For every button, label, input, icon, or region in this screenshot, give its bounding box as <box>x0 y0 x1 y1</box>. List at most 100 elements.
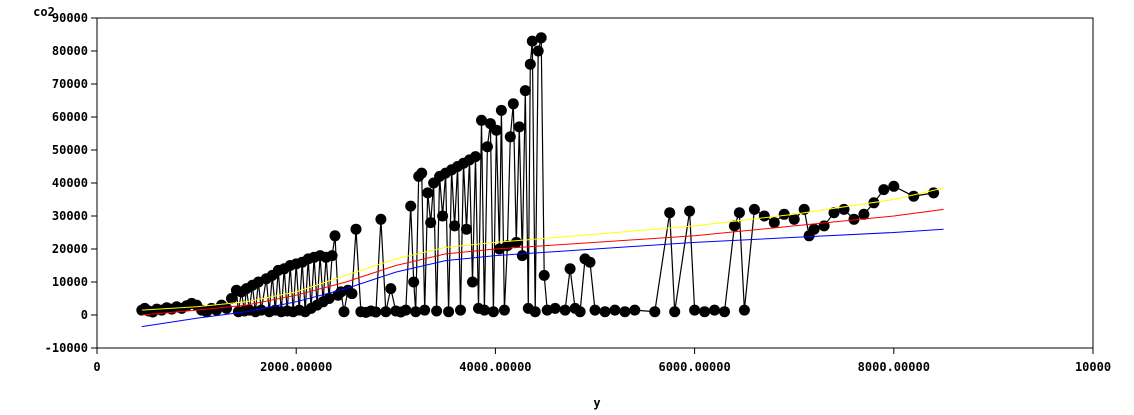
data-point <box>733 207 745 219</box>
data-point <box>664 207 676 219</box>
plot-frame <box>96 17 1094 349</box>
data-point <box>221 302 232 314</box>
series-layer <box>136 32 944 328</box>
fit-line-0000ff <box>141 228 944 328</box>
data-point <box>519 85 531 97</box>
data-point <box>878 184 890 196</box>
x-axis-label: y <box>593 396 600 410</box>
data-point <box>449 220 461 232</box>
data-point <box>431 305 443 317</box>
data-point <box>507 98 519 110</box>
x-tick-label: 8000.00000 <box>858 360 930 374</box>
data-point <box>455 304 466 316</box>
x-tick-label: 4000.00000 <box>459 360 531 374</box>
data-point <box>828 207 840 219</box>
data-point <box>738 304 750 316</box>
data-point <box>385 283 397 295</box>
data-point <box>323 293 335 304</box>
data-point <box>380 306 392 318</box>
data-point <box>419 304 431 316</box>
data-point <box>684 205 696 217</box>
data-point <box>549 302 561 314</box>
data-point <box>538 269 550 281</box>
data-point <box>788 213 800 225</box>
data-point <box>838 203 850 215</box>
data-point <box>405 200 417 212</box>
data-point <box>226 293 237 304</box>
data-point <box>689 304 701 316</box>
data-point <box>709 304 720 316</box>
data-point <box>748 203 760 215</box>
data-point <box>619 306 631 318</box>
y-tick-label: 90000 <box>52 11 88 25</box>
data-point <box>778 208 790 220</box>
data-point <box>329 230 341 242</box>
data-point <box>410 306 422 318</box>
data-point <box>498 304 510 316</box>
data-point <box>400 304 412 316</box>
data-point <box>589 304 601 316</box>
data-point <box>758 210 770 222</box>
x-tick-label: 2000.00000 <box>260 360 332 374</box>
data-point <box>808 223 820 235</box>
data-point <box>699 306 711 318</box>
y-tick-label: 20000 <box>52 242 88 256</box>
y-tick-label: 30000 <box>52 209 88 223</box>
y-tick-label: 10000 <box>52 275 88 289</box>
data-point <box>346 288 358 300</box>
data-point <box>476 114 487 126</box>
data-point <box>858 208 870 220</box>
data-point <box>338 306 350 318</box>
x-tick-label: 0 <box>93 360 100 374</box>
data-point <box>461 223 472 235</box>
x-tick-label: 6000.00000 <box>658 360 730 374</box>
data-point <box>609 304 621 316</box>
data-point <box>326 250 338 262</box>
data-point <box>504 131 516 143</box>
data-point <box>526 35 538 47</box>
data-point <box>510 236 522 248</box>
x-axis: 0 2000.00000 4000.00000 6000.00000 8000.0000… <box>93 348 1111 374</box>
y-tick-label: -10000 <box>45 341 88 355</box>
data-point <box>529 306 541 318</box>
data-point <box>532 45 544 57</box>
data-series-line <box>141 37 934 314</box>
data-point <box>574 306 586 318</box>
x-tick-label: 10000 <box>1075 360 1111 374</box>
fit-line-ff0000 <box>141 208 944 316</box>
data-point <box>848 213 860 225</box>
plot-border <box>96 17 1094 349</box>
data-point <box>524 58 536 70</box>
y-axis: -10000 0 10000 20000 30000 40000 50000 60000 700… <box>45 11 97 355</box>
data-point <box>599 306 611 318</box>
y-tick-label: 80000 <box>52 44 88 58</box>
data-point <box>535 32 547 44</box>
data-point <box>888 180 900 192</box>
data-point <box>408 276 420 288</box>
data-point <box>350 223 362 235</box>
y-tick-label: 40000 <box>52 176 88 190</box>
fit-line-ffff00 <box>141 187 944 311</box>
y-tick-label: 50000 <box>52 143 88 157</box>
y-tick-label: 70000 <box>52 77 88 91</box>
data-point <box>470 151 481 163</box>
data-point <box>370 306 382 318</box>
data-point <box>487 306 499 318</box>
y-axis-label: co2 <box>33 5 55 19</box>
data-point <box>481 141 493 153</box>
data-point <box>559 304 571 316</box>
y-tick-label: 60000 <box>52 110 88 124</box>
data-point <box>564 263 576 275</box>
data-point <box>422 187 434 199</box>
data-point <box>728 220 740 232</box>
data-point <box>425 217 437 229</box>
data-point <box>908 190 920 202</box>
data-point <box>584 256 596 268</box>
data-point <box>649 306 661 318</box>
data-point <box>629 304 641 316</box>
data-point <box>495 104 507 116</box>
data-point <box>719 306 730 318</box>
data-point <box>513 121 525 133</box>
